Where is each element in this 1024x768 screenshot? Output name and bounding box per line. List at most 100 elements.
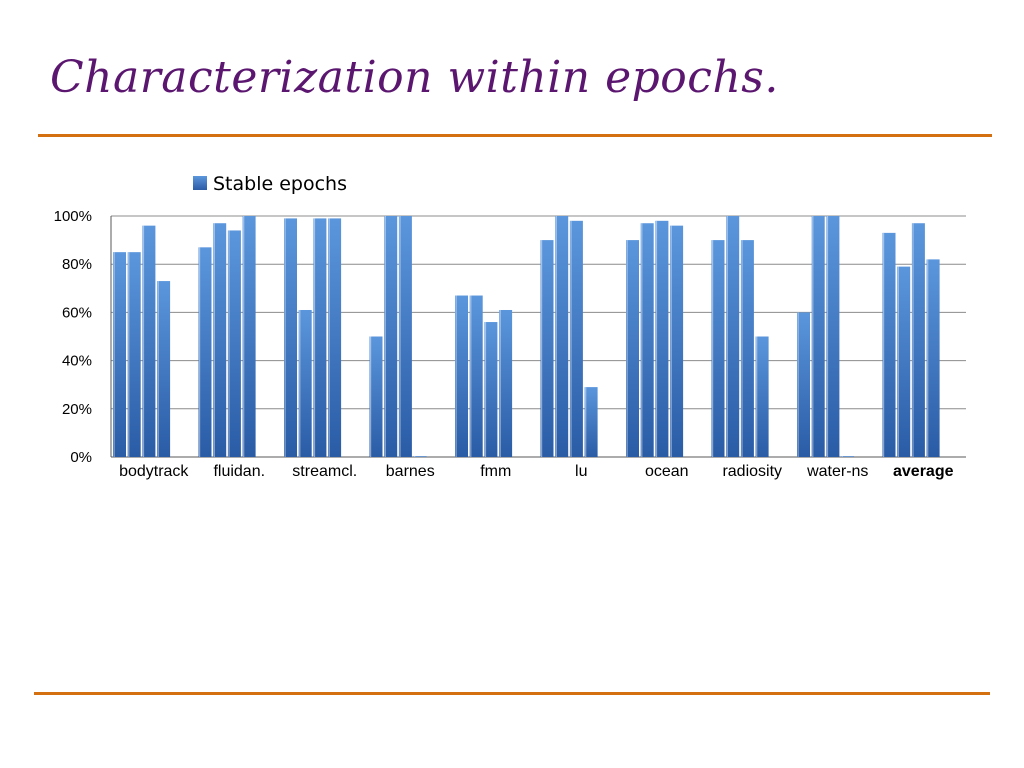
bar-highlight (370, 336, 372, 457)
bar-highlight (555, 216, 557, 457)
bar-highlight (470, 295, 472, 457)
x-axis-categories: bodytrack fluidan. streamcl. barnes fmm lu oce… (119, 463, 954, 480)
bar-highlight (328, 218, 330, 457)
bar (499, 309, 513, 457)
bar (726, 216, 740, 457)
bar-highlight (414, 456, 416, 457)
bar (484, 322, 498, 457)
bar-highlight (299, 309, 301, 457)
bar-highlight (128, 252, 130, 457)
bar-highlight (626, 240, 628, 457)
y-tick-label: 40% (62, 353, 92, 370)
bar (157, 281, 171, 457)
bar-highlight (570, 220, 572, 457)
bar (328, 218, 342, 457)
bar (882, 232, 896, 457)
y-axis-ticks: 0% 20% 40% 60% 80% 100% (54, 208, 92, 466)
bar-highlight (243, 216, 245, 457)
bar-highlight (142, 225, 145, 457)
bar-highlight (199, 247, 201, 457)
x-category-label: radiosity (722, 463, 782, 480)
y-tick-label: 80% (62, 256, 92, 273)
bar-highlight (756, 336, 758, 457)
bar-highlight (641, 223, 643, 457)
bar (755, 336, 769, 457)
x-category-label: fluidan. (213, 463, 265, 480)
bar (127, 252, 141, 457)
bar (469, 295, 483, 457)
bar-highlight (912, 223, 914, 457)
bar-highlight (499, 309, 501, 457)
bar (826, 216, 840, 457)
top-divider (38, 134, 992, 137)
bar-highlight (726, 216, 728, 457)
bar (670, 225, 684, 457)
bar (797, 312, 810, 457)
bar (711, 240, 725, 457)
x-category-label: bodytrack (119, 463, 189, 480)
bar-highlight (841, 456, 843, 457)
stable-epochs-chart: Stable epochs 0% 20% 40% 60% 80% 100% bodytra… (54, 173, 966, 480)
bar (242, 216, 256, 457)
bar (555, 216, 569, 457)
y-tick-label: 100% (54, 208, 92, 225)
bar (384, 216, 398, 457)
x-category-label: fmm (480, 463, 511, 480)
bar-highlight (712, 240, 714, 457)
bar-highlight (228, 230, 230, 457)
bar (142, 225, 156, 457)
bar (455, 295, 468, 457)
bar (227, 230, 241, 457)
bar-highlight (313, 218, 316, 457)
bar (369, 336, 383, 457)
bar (926, 259, 940, 457)
bar (897, 266, 911, 457)
bar (113, 252, 126, 457)
bar (584, 387, 598, 457)
legend-label: Stable epochs (213, 173, 347, 195)
x-category-label: lu (575, 463, 587, 480)
bar (284, 218, 297, 457)
bar-highlight (455, 295, 457, 457)
bar-highlight (541, 240, 543, 457)
bar-highlight (399, 216, 401, 457)
bar-highlight (897, 266, 899, 457)
bar (740, 240, 754, 457)
bar (398, 216, 412, 457)
bar-highlight (585, 387, 587, 457)
legend-swatch (193, 176, 207, 190)
bar-highlight (826, 216, 829, 457)
bar (655, 220, 669, 457)
x-category-label: streamcl. (292, 463, 357, 480)
bar-highlight (741, 240, 743, 457)
bar-highlight (213, 223, 215, 457)
bar-highlight (797, 312, 799, 457)
bar (298, 309, 312, 457)
bar-highlight (927, 259, 929, 457)
bar (413, 456, 427, 457)
bar-highlight (113, 252, 115, 457)
bar-highlight (655, 220, 658, 457)
bar (313, 218, 327, 457)
bar (811, 216, 825, 457)
bar (569, 220, 583, 457)
x-category-label: ocean (645, 463, 689, 480)
chart-bars (113, 216, 940, 457)
bar-highlight (670, 225, 672, 457)
bar (640, 223, 654, 457)
bar-highlight (284, 218, 286, 457)
bar (213, 223, 227, 457)
x-category-label: average (893, 463, 954, 480)
bar-highlight (883, 232, 885, 457)
bar (911, 223, 925, 457)
y-tick-label: 0% (70, 449, 92, 466)
slide-title: Characterization within epochs. (50, 52, 779, 103)
bar-highlight (384, 216, 386, 457)
bar (841, 456, 855, 457)
bar (626, 240, 639, 457)
x-category-label: water-ns (806, 463, 868, 480)
x-category-label: barnes (386, 463, 435, 480)
chart-legend: Stable epochs (193, 173, 347, 195)
bar-highlight (812, 216, 814, 457)
bar (540, 240, 554, 457)
